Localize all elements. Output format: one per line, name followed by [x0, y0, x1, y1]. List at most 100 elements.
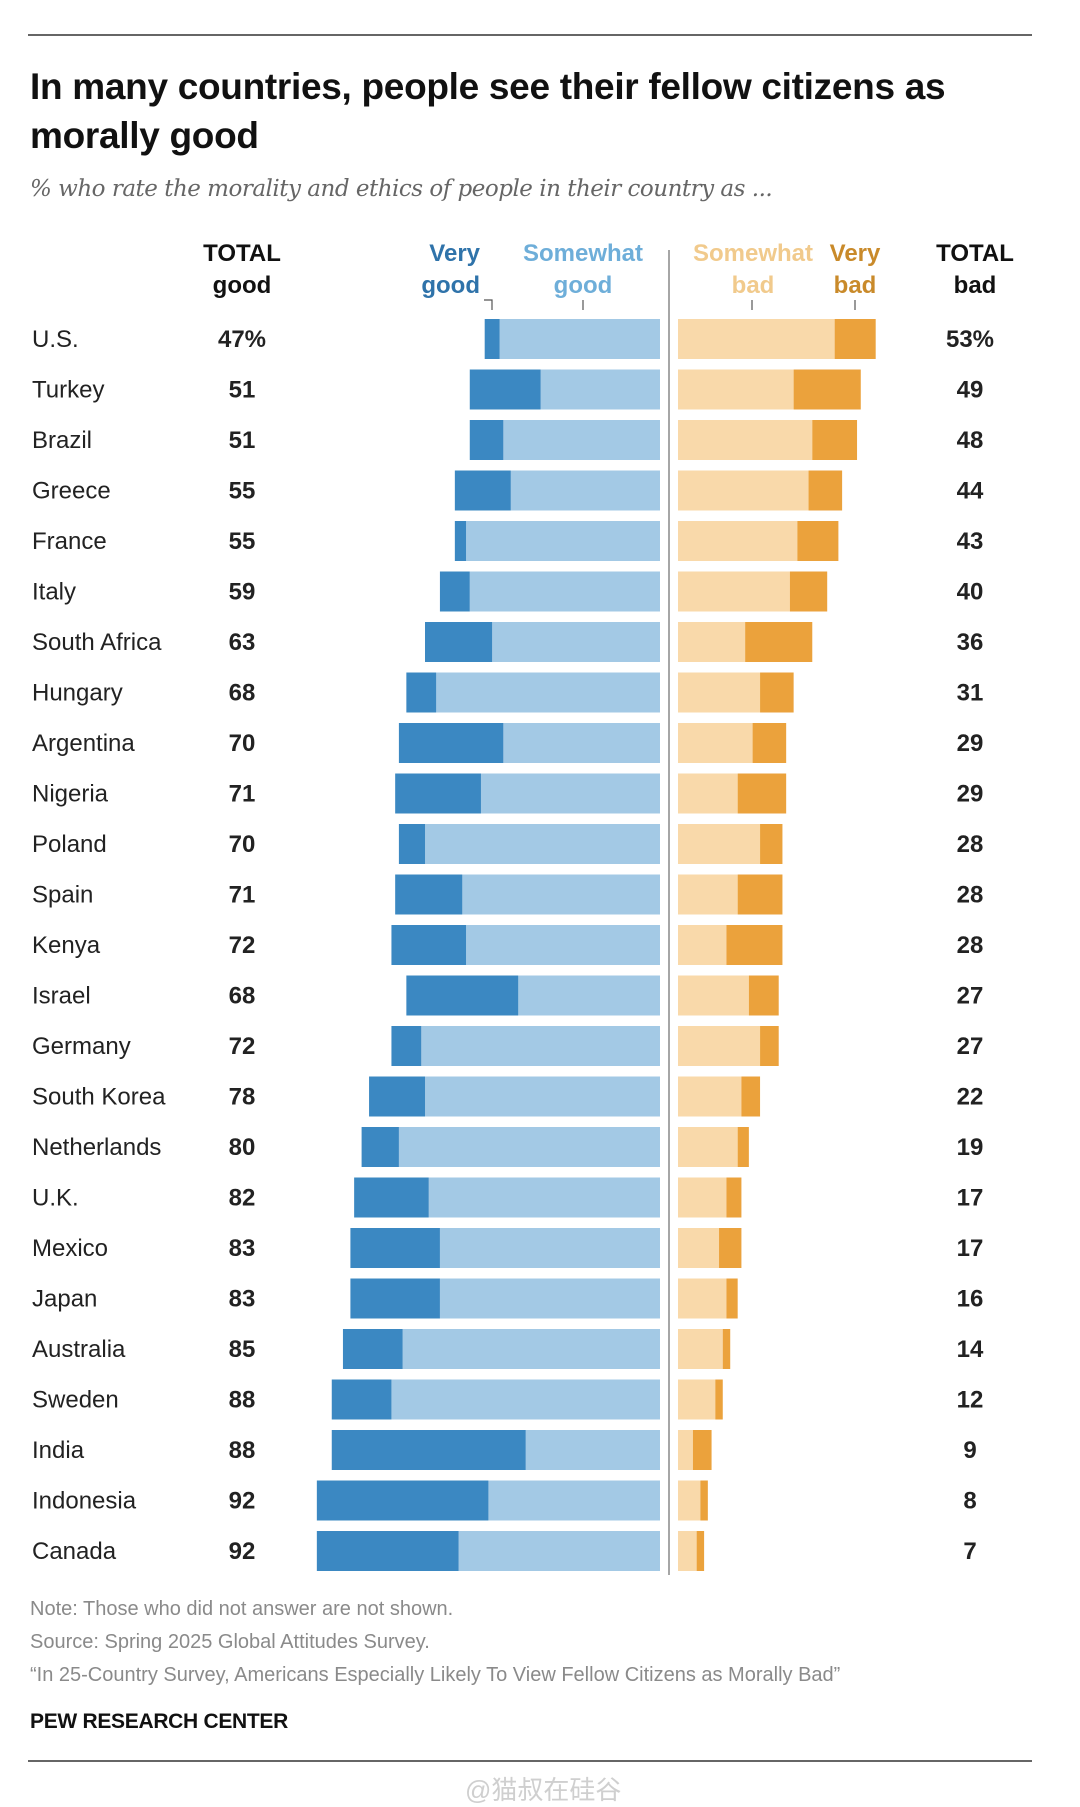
country-label: South Africa	[32, 629, 162, 656]
bar-somewhat-good	[462, 874, 660, 915]
bar-somewhat-bad	[678, 1480, 701, 1521]
bar-somewhat-good	[510, 470, 660, 511]
bar-somewhat-bad	[678, 1329, 723, 1369]
bar-very-good	[354, 1177, 429, 1218]
total-good-label: 47%	[218, 326, 266, 353]
bar-somewhat-bad	[678, 1379, 716, 1420]
bar-somewhat-good	[518, 975, 660, 1016]
total-good-label: 68	[229, 680, 256, 707]
bar-very-good	[316, 1480, 489, 1521]
total-good-label: 78	[229, 1084, 256, 1111]
bar-very-bad	[793, 369, 861, 410]
bar-very-good	[398, 824, 426, 864]
country-label: Argentina	[32, 730, 135, 757]
country-label: Netherlands	[32, 1134, 161, 1161]
bar-very-good	[469, 420, 504, 460]
total-good-label: 68	[229, 983, 256, 1010]
country-label: Turkey	[32, 377, 104, 404]
total-bad-label: 17	[957, 1235, 984, 1262]
country-label: India	[32, 1437, 85, 1464]
bar-somewhat-good	[466, 521, 660, 561]
bar-very-good	[484, 319, 500, 359]
bar-very-bad	[741, 1076, 761, 1117]
bar-very-bad	[737, 874, 783, 915]
bar-very-good	[391, 925, 467, 965]
total-good-label: 55	[229, 528, 256, 555]
bar-somewhat-good	[469, 571, 660, 612]
total-good-label: 88	[229, 1437, 256, 1464]
bar-very-bad	[789, 571, 828, 612]
bar-somewhat-bad	[678, 1531, 697, 1571]
total-good-label: 72	[229, 1033, 256, 1060]
bar-somewhat-good	[391, 1379, 660, 1420]
total-bad-label: 28	[957, 882, 984, 909]
total-bad-label: 16	[957, 1286, 984, 1313]
bar-somewhat-good	[402, 1329, 660, 1369]
bar-very-good	[395, 874, 463, 915]
bar-very-good	[350, 1278, 440, 1319]
bar-somewhat-bad	[678, 369, 794, 410]
total-bad-label: 27	[957, 1033, 984, 1060]
total-bad-label: 48	[957, 427, 984, 454]
bar-very-bad	[715, 1379, 723, 1420]
total-bad-label: 12	[957, 1387, 984, 1414]
total-good-label: 70	[229, 831, 256, 858]
total-good-label: 51	[229, 377, 256, 404]
bar-very-good	[331, 1430, 526, 1470]
total-good-label: 92	[229, 1538, 256, 1565]
bar-somewhat-bad	[678, 319, 835, 359]
bar-very-good	[454, 470, 511, 511]
country-label: Israel	[32, 983, 91, 1010]
total-good-label: 83	[229, 1286, 256, 1313]
total-bad-label: 44	[957, 478, 984, 505]
bar-somewhat-good	[492, 622, 660, 662]
total-bad-label: 53%	[946, 326, 994, 353]
total-good-label: 92	[229, 1488, 256, 1515]
bar-very-good	[361, 1127, 399, 1167]
country-label: U.S.	[32, 326, 79, 353]
total-bad-label: 19	[957, 1134, 984, 1161]
bar-somewhat-good	[439, 1228, 660, 1268]
bar-somewhat-bad	[678, 975, 749, 1016]
total-bad-label: 14	[957, 1336, 984, 1363]
bar-somewhat-bad	[678, 1278, 727, 1319]
bar-very-bad	[726, 1177, 742, 1218]
header-somewhat-bad: Somewhat bad	[692, 240, 814, 299]
bar-very-bad	[692, 1430, 712, 1470]
footer-report-title: “In 25-Country Survey, Americans Especia…	[30, 1664, 841, 1686]
bar-very-good	[350, 1228, 440, 1268]
total-bad-label: 28	[957, 932, 984, 959]
total-good-label: 51	[229, 427, 256, 454]
total-bad-label: 31	[957, 680, 984, 707]
total-good-label: 85	[229, 1336, 256, 1363]
bar-very-good	[469, 369, 541, 410]
country-label: Canada	[32, 1538, 117, 1565]
country-label: Italy	[32, 579, 76, 606]
legend-tick-very-good	[484, 299, 493, 310]
bar-very-good	[425, 622, 493, 662]
bar-somewhat-good	[425, 824, 660, 864]
bar-somewhat-good	[421, 1026, 660, 1066]
country-label: Japan	[32, 1286, 97, 1313]
total-bad-label: 22	[957, 1084, 984, 1111]
bar-somewhat-bad	[678, 723, 753, 763]
bar-very-good	[406, 975, 519, 1016]
bar-somewhat-bad	[678, 622, 746, 662]
header-very-bad: Very bad	[829, 240, 881, 299]
country-label: Brazil	[32, 427, 92, 454]
bar-somewhat-bad	[678, 1026, 761, 1066]
country-label: Greece	[32, 478, 111, 505]
bar-very-good	[342, 1329, 403, 1369]
total-bad-label: 9	[963, 1437, 976, 1464]
total-bad-label: 27	[957, 983, 984, 1010]
total-bad-label: 43	[957, 528, 984, 555]
country-label: Poland	[32, 831, 107, 858]
bar-very-bad	[812, 420, 858, 460]
total-bad-label: 7	[963, 1538, 976, 1565]
bar-somewhat-bad	[678, 1127, 738, 1167]
bar-very-bad	[760, 1026, 779, 1066]
total-good-label: 71	[229, 781, 256, 808]
total-good-label: 82	[229, 1185, 256, 1212]
bar-somewhat-bad	[678, 470, 809, 511]
bar-somewhat-bad	[678, 824, 761, 864]
